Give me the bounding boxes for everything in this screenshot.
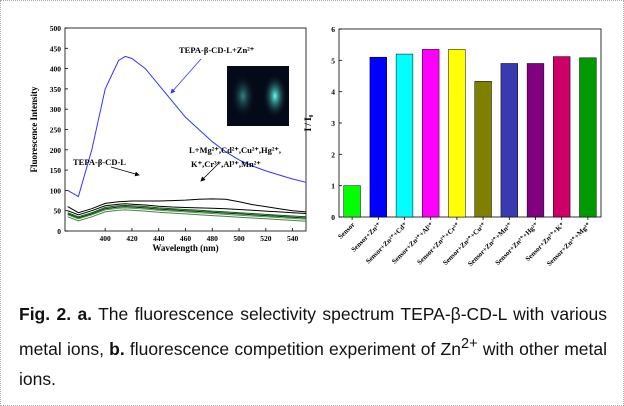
y-tick-label: 0 (331, 213, 335, 222)
x-axis-label: Wavelength (nm) (152, 243, 218, 253)
inset-photo (227, 66, 289, 126)
bar (500, 63, 518, 218)
x-tick-label: 440 (153, 234, 165, 243)
y-tick-label: 200 (50, 146, 62, 155)
x-tick-label: 460 (180, 234, 192, 243)
y-tick-label: 450 (50, 44, 62, 53)
bar (526, 63, 545, 218)
bar (448, 49, 466, 218)
x-tick-label: 500 (233, 234, 245, 243)
y-tick-label: 350 (50, 85, 62, 94)
x-tick-label: Sensor (337, 221, 357, 241)
annotation-arrow (170, 58, 202, 94)
annotation-arrow (110, 166, 140, 177)
y-tick-label: 2 (331, 150, 335, 159)
bar (553, 56, 571, 218)
y-tick-label: 3 (331, 119, 335, 128)
y-tick-label: 300 (50, 105, 62, 114)
annotation: L+Mg²⁺,Cd²⁺,Cu²⁺,Hg²⁺, (189, 145, 281, 155)
bar (343, 185, 361, 218)
caption-text: fluorescence competition experiment of Z… (129, 338, 461, 359)
y-tick-label: 400 (50, 65, 62, 74)
y-tick-label: 1 (331, 182, 335, 191)
spectrum-line (67, 206, 307, 219)
bar (369, 56, 387, 218)
bar (395, 53, 414, 218)
annotation: TEPA-β-CD-L+Zn²⁺ (179, 45, 255, 55)
annotation-arrow (200, 162, 220, 182)
caption-text: with other metal ions. (19, 338, 607, 389)
y-axis-label: I / I₀ (303, 114, 313, 131)
caption-sup: 2+ (460, 336, 478, 352)
x-tick-label: 420 (126, 234, 138, 243)
x-tick-label: 400 (100, 234, 112, 243)
spectrum-line (67, 204, 307, 218)
y-tick-label: 250 (50, 126, 62, 135)
figure: 050100150200250300350400450500Fluorescen… (29, 24, 602, 268)
plot-frame (338, 28, 602, 218)
spectrum-line (67, 55, 307, 198)
annotation: K⁺,Cr³⁺,Al³⁺,Mn²⁺ (191, 159, 261, 169)
caption-text: The fluorescence selectivity spectrum TE… (19, 304, 607, 359)
y-tick-label: 6 (331, 25, 335, 34)
y-tick-label: 50 (54, 207, 62, 216)
spectrum-line (67, 198, 307, 214)
y-tick-label: 500 (50, 24, 62, 33)
spectrum-line (67, 209, 307, 222)
x-tick-label: 520 (260, 234, 272, 243)
caption-label: Fig. 2. (19, 304, 72, 324)
bar (422, 49, 440, 218)
y-tick-label: 150 (50, 166, 62, 175)
y-tick-label: 0 (57, 227, 61, 236)
spectrum-line (67, 203, 307, 216)
figure-caption: Fig. 2. a. The fluorescence selectivity … (19, 299, 607, 394)
x-tick-label: 540 (287, 234, 299, 243)
y-tick-label: 4 (331, 88, 335, 97)
y-axis-label: Fluorescence Intensity (29, 86, 39, 173)
x-tick-label: 480 (207, 234, 219, 243)
caption-label: b. (109, 338, 125, 359)
y-tick-label: 100 (50, 186, 62, 195)
caption-label: a. (77, 304, 93, 324)
y-tick-label: 5 (331, 56, 335, 65)
annotation: TEPA-β-CD-L (73, 157, 126, 167)
bar (474, 81, 492, 218)
bar (579, 57, 597, 218)
spectrum-line (67, 207, 307, 220)
